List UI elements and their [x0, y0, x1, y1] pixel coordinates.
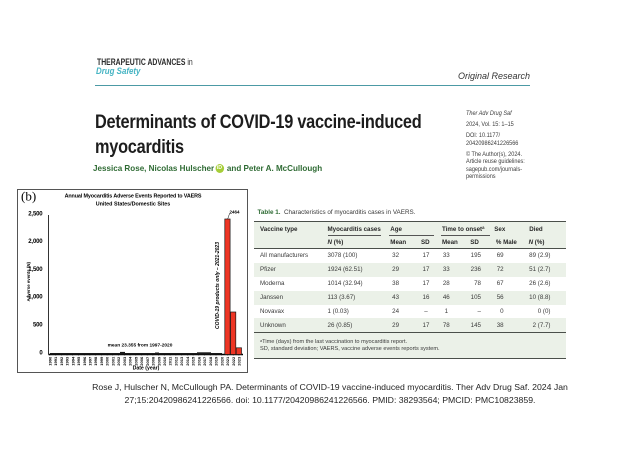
svg-text:mean 23.355 from 1997-2020: mean 23.355 from 1997-2020 — [108, 343, 173, 349]
svg-text:2021: 2021 — [225, 356, 230, 366]
svg-text:1997: 1997 — [88, 356, 93, 366]
svg-text:2001: 2001 — [110, 356, 115, 366]
svg-text:2013: 2013 — [179, 356, 184, 366]
svg-text:2022: 2022 — [231, 356, 236, 366]
svg-text:1991: 1991 — [53, 356, 58, 366]
svg-text:500: 500 — [33, 323, 43, 329]
svg-text:2007: 2007 — [145, 356, 150, 366]
svg-text:2004: 2004 — [128, 356, 133, 366]
svg-text:2016: 2016 — [196, 356, 201, 366]
svg-text:2012: 2012 — [174, 356, 179, 366]
svg-text:2002: 2002 — [116, 356, 121, 366]
svg-text:1,500: 1,500 — [28, 267, 43, 273]
svg-text:2,000: 2,000 — [28, 239, 43, 245]
svg-text:1996: 1996 — [82, 356, 87, 366]
svg-text:0: 0 — [39, 350, 43, 356]
svg-text:2020: 2020 — [219, 356, 224, 366]
svg-text:2014: 2014 — [185, 356, 190, 366]
svg-text:2005: 2005 — [133, 356, 138, 366]
svg-text:2017: 2017 — [202, 356, 207, 366]
svg-text:1994: 1994 — [70, 356, 75, 366]
svg-text:Date (year): Date (year) — [133, 366, 160, 372]
svg-text:2003: 2003 — [122, 356, 127, 366]
svg-text:2023: 2023 — [237, 356, 242, 366]
svg-text:2009: 2009 — [156, 356, 161, 366]
svg-text:2019: 2019 — [214, 356, 219, 366]
svg-text:1992: 1992 — [59, 356, 64, 366]
svg-text:1999: 1999 — [99, 356, 104, 366]
svg-text:2018: 2018 — [208, 356, 213, 366]
svg-text:1993: 1993 — [65, 356, 70, 366]
svg-text:2,500: 2,500 — [28, 211, 43, 217]
svg-text:2015: 2015 — [191, 356, 196, 366]
svg-text:United States/Domestic Sites: United States/Domestic Sites — [96, 202, 171, 208]
svg-text:2010: 2010 — [162, 356, 167, 366]
svg-text:2006: 2006 — [139, 356, 144, 366]
svg-text:1998: 1998 — [93, 356, 98, 366]
svg-text:2464: 2464 — [230, 210, 241, 215]
svg-text:2000: 2000 — [105, 356, 110, 366]
svg-text:1990: 1990 — [47, 356, 52, 366]
svg-text:1995: 1995 — [76, 356, 81, 366]
svg-text:(b): (b) — [21, 189, 36, 203]
svg-text:2008: 2008 — [151, 356, 156, 366]
svg-text:Adverse events (N): Adverse events (N) — [26, 262, 32, 302]
svg-text:2011: 2011 — [168, 356, 173, 365]
svg-text:COVID-19 products only – 2021-: COVID-19 products only – 2021-2023 — [215, 242, 221, 329]
svg-text:Annual Myocarditis Adverse Eve: Annual Myocarditis Adverse Events Report… — [65, 194, 202, 200]
svg-text:1,000: 1,000 — [28, 295, 43, 301]
